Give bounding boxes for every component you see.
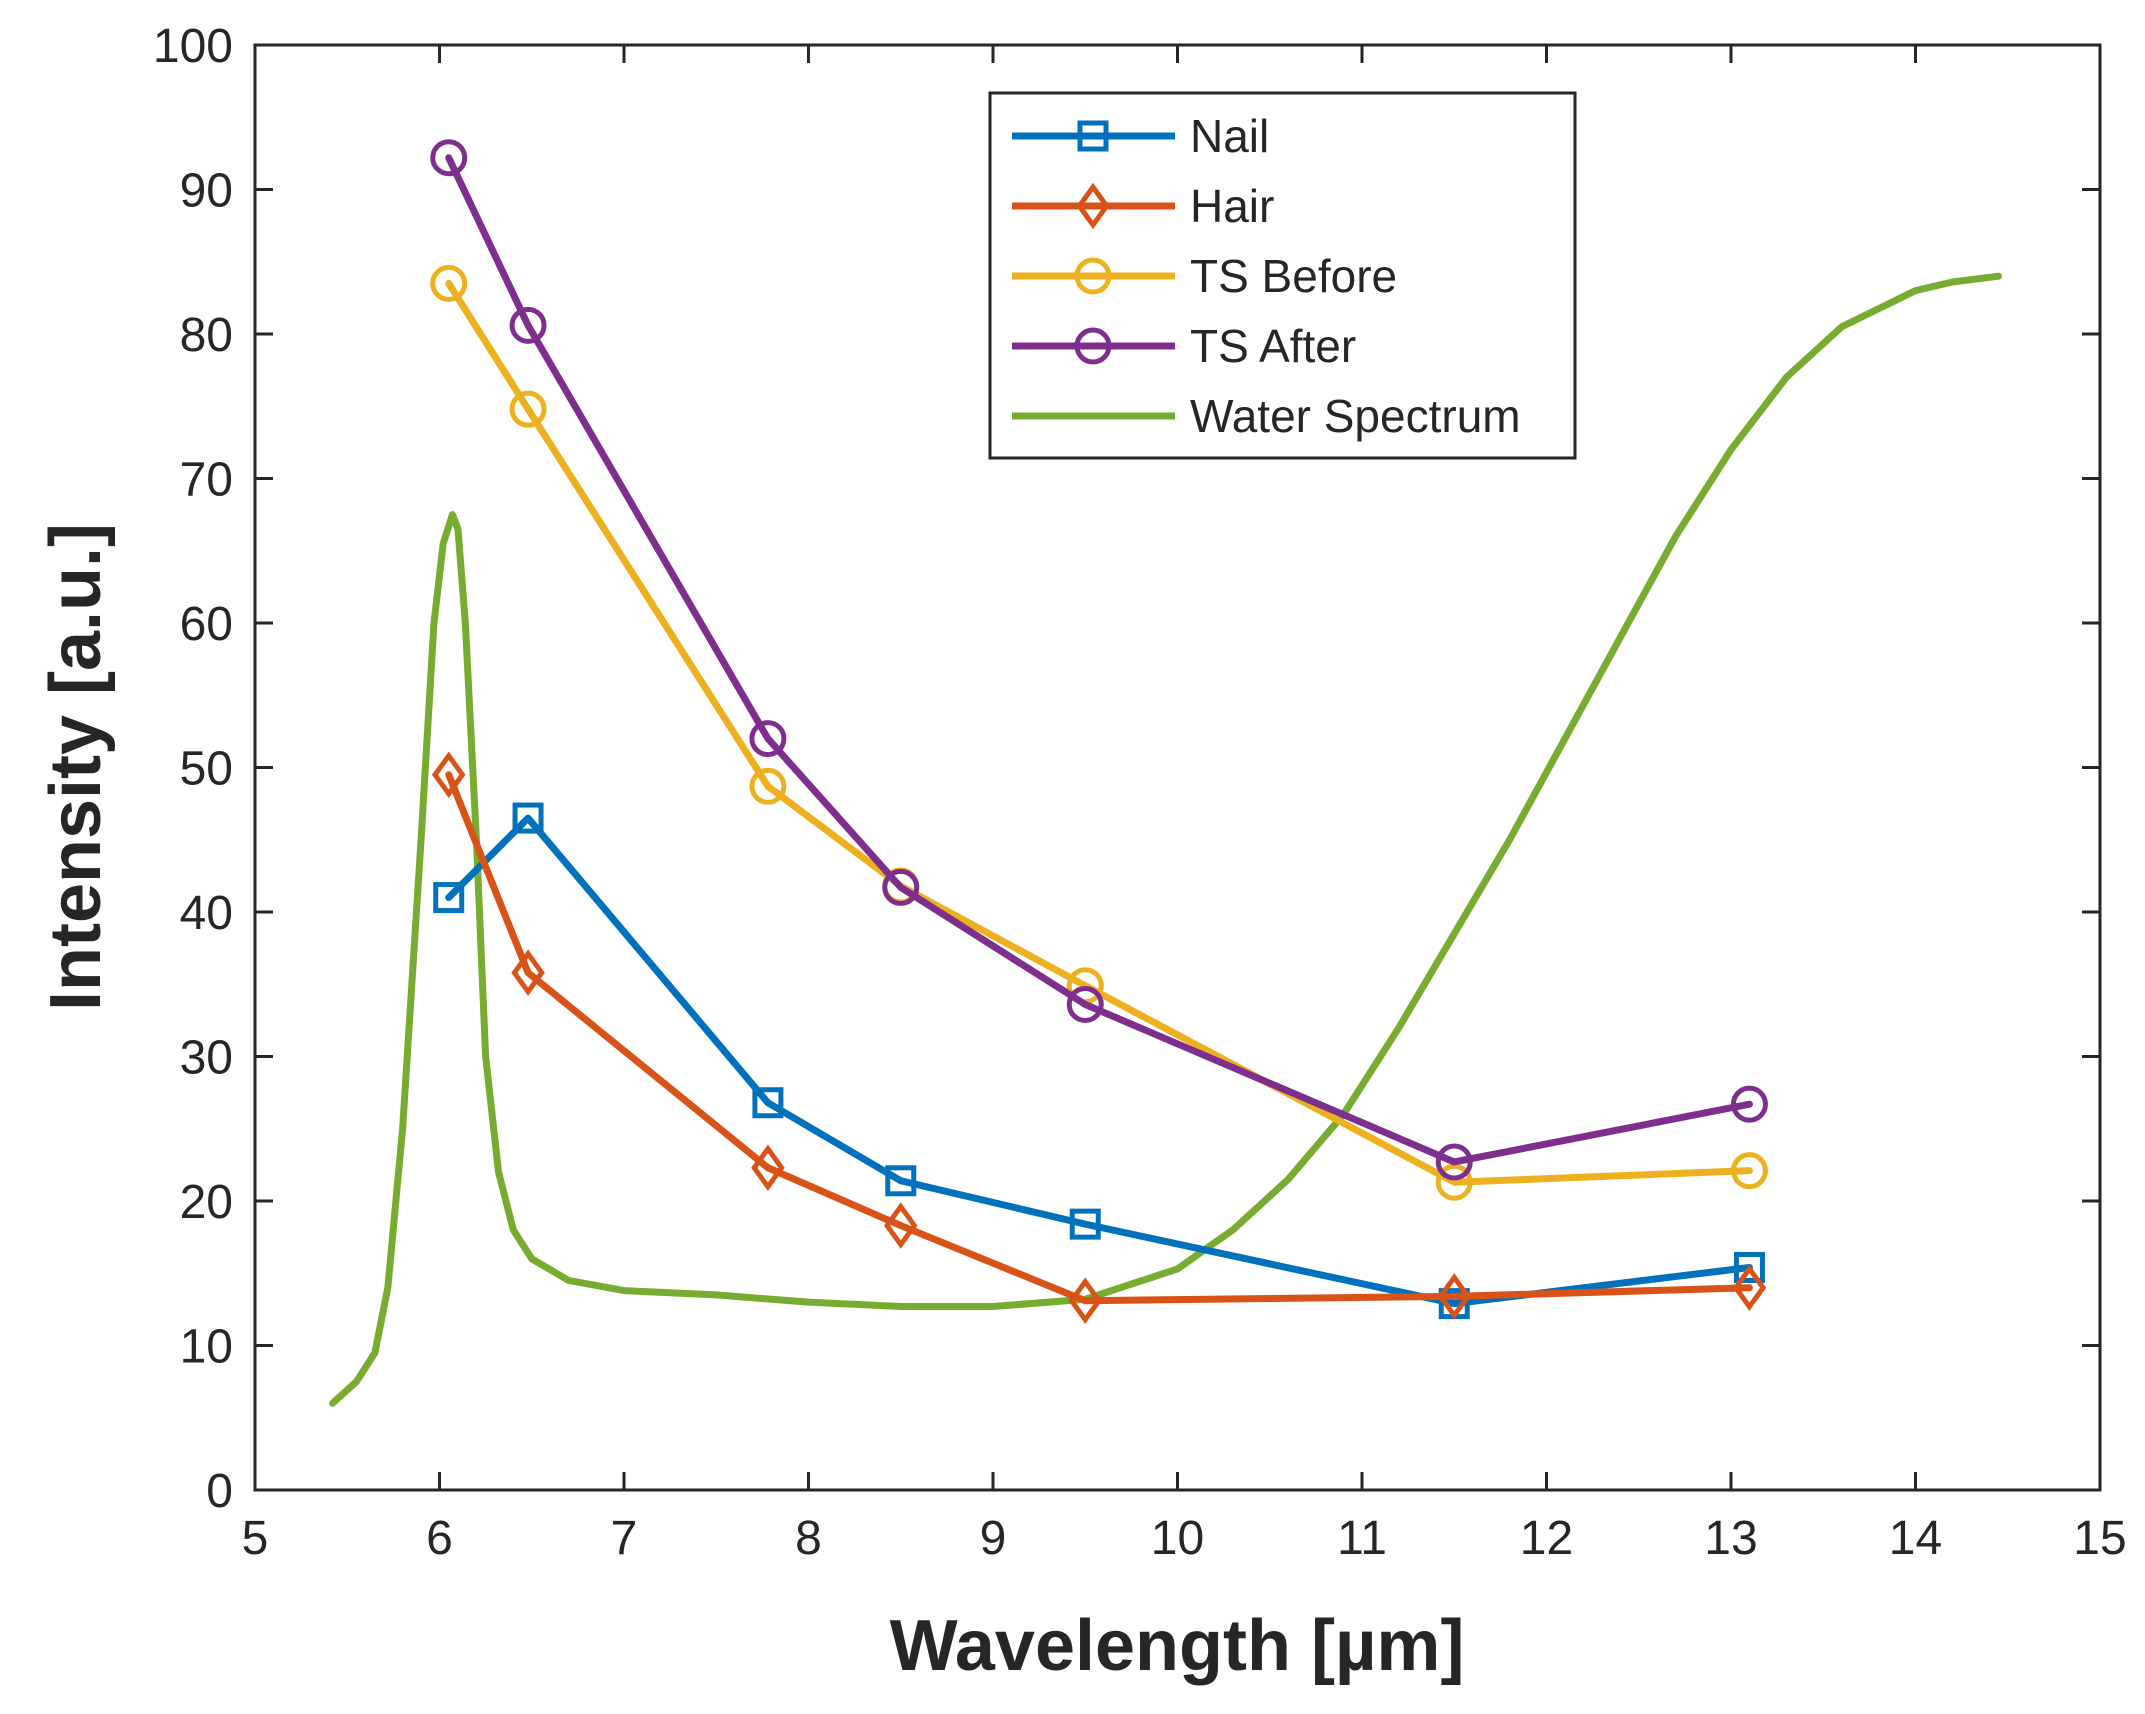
x-tick-label: 6 <box>426 1512 453 1565</box>
y-tick-label: 70 <box>180 454 233 507</box>
data-point-nail <box>512 802 544 834</box>
y-tick-label: 40 <box>180 887 233 940</box>
data-point-nail <box>1733 1251 1765 1283</box>
legend-marker-ts-after <box>1074 327 1112 365</box>
data-point-hair <box>1732 1264 1767 1311</box>
data-point-nail <box>433 882 465 914</box>
x-tick-label: 12 <box>1520 1512 1573 1565</box>
data-point-ts-after <box>749 720 787 758</box>
y-tick-label: 60 <box>180 598 233 651</box>
data-point-ts-before <box>1730 1152 1768 1190</box>
data-point-ts-after <box>1730 1085 1768 1123</box>
x-tick-label: 9 <box>980 1512 1007 1565</box>
series-nail <box>433 802 1765 1320</box>
series-line-nail <box>445 814 1753 1308</box>
data-point-hair <box>511 949 545 996</box>
y-tick-label: 50 <box>180 743 233 796</box>
data-point-ts-after <box>509 306 547 344</box>
legend-entry-ts-before: TS Before <box>1012 250 1397 302</box>
series-line-ts-after <box>445 154 1753 1166</box>
y-tick-label: 0 <box>206 1465 233 1518</box>
data-point-ts-after <box>1066 985 1104 1023</box>
data-point-ts-after <box>1435 1143 1473 1181</box>
y-tick-label: 20 <box>180 1176 233 1229</box>
legend-label-hair: Hair <box>1190 180 1274 232</box>
data-point-nail <box>885 1165 917 1197</box>
legend-entry-hair: Hair <box>1012 180 1274 232</box>
legend-label-ts-after: TS After <box>1190 320 1356 372</box>
legend-entry-ts-after: TS After <box>1012 320 1356 372</box>
legend-label-nail: Nail <box>1190 110 1269 162</box>
x-tick-label: 13 <box>1704 1512 1757 1565</box>
data-point-nail <box>1069 1208 1101 1240</box>
x-tick-label: 7 <box>611 1512 638 1565</box>
data-point-ts-after <box>430 139 468 177</box>
legend-label-water-spectrum: Water Spectrum <box>1190 390 1521 442</box>
y-axis-title: Intensity [a.u.] <box>36 523 116 1011</box>
legend-marker-ts-before <box>1074 257 1112 295</box>
y-tick-label: 10 <box>180 1321 233 1374</box>
data-point-ts-after <box>882 868 920 906</box>
y-tick-label: 30 <box>180 1032 233 1085</box>
series-line-hair <box>445 771 1753 1305</box>
legend-marker-nail <box>1077 120 1109 152</box>
data-point-ts-before <box>1435 1163 1473 1201</box>
legend-marker-hair <box>1076 182 1110 230</box>
y-tick-label: 100 <box>153 20 233 73</box>
data-point-ts-before <box>430 264 468 302</box>
legend-label-ts-before: TS Before <box>1190 250 1397 302</box>
x-tick-label: 15 <box>2073 1512 2126 1565</box>
data-point-hair <box>1437 1273 1472 1320</box>
data-point-ts-before <box>509 390 547 428</box>
x-tick-label: 8 <box>795 1512 822 1565</box>
legend-entry-nail: Nail <box>1012 110 1269 162</box>
axis-ticks <box>253 43 2102 1492</box>
x-tick-label: 11 <box>1337 1512 1387 1565</box>
series-line-water-spectrum <box>328 272 2003 1407</box>
series-ts-after <box>430 139 1768 1181</box>
x-tick-labels: 5 6 7 8 9 10 11 12 13 14 15 <box>242 1512 2127 1565</box>
y-tick-label: 90 <box>180 165 233 218</box>
data-point-ts-before <box>749 767 787 805</box>
legend: Nail Hair TS Before TS After Water Spectrum <box>988 91 1577 460</box>
series-hair <box>431 751 1767 1324</box>
data-point-hair <box>1068 1277 1103 1324</box>
x-axis-title: Wavelength [µm] <box>890 1606 1465 1686</box>
data-point-nail <box>752 1087 784 1119</box>
series-water-spectrum <box>328 272 2003 1407</box>
x-tick-label: 14 <box>1889 1512 1942 1565</box>
x-tick-label: 10 <box>1151 1512 1204 1565</box>
y-tick-labels: 0 10 20 30 40 50 60 70 80 90 100 <box>153 20 233 1518</box>
legend-entry-water-spectrum: Water Spectrum <box>1012 390 1521 442</box>
series-layer <box>328 139 2003 1407</box>
data-point-hair <box>431 751 466 799</box>
data-point-hair <box>883 1202 918 1249</box>
data-point-hair <box>751 1144 785 1192</box>
x-tick-label: 5 <box>242 1512 269 1565</box>
y-tick-label: 80 <box>180 309 233 362</box>
